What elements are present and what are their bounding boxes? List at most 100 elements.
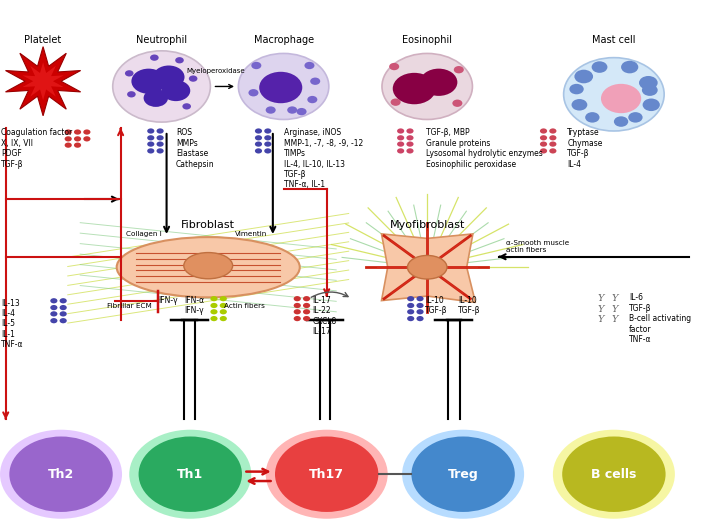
Text: Y: Y (597, 294, 605, 303)
Circle shape (540, 148, 547, 154)
Circle shape (248, 89, 258, 96)
Text: Collagen I: Collagen I (126, 231, 162, 237)
Circle shape (264, 141, 271, 147)
Circle shape (303, 309, 310, 314)
Circle shape (251, 62, 261, 69)
Circle shape (210, 296, 218, 301)
Circle shape (303, 316, 310, 321)
Text: ROS
MMPs
Elastase
Cathepsin: ROS MMPs Elastase Cathepsin (176, 128, 215, 169)
Text: IFN-α
IFN-γ: IFN-α IFN-γ (184, 296, 204, 315)
Circle shape (639, 76, 658, 90)
Circle shape (420, 69, 457, 96)
Circle shape (83, 129, 90, 135)
Circle shape (406, 135, 414, 140)
Circle shape (562, 436, 666, 512)
Circle shape (255, 128, 262, 134)
Text: IL-6
TGF-β
B-cell activating
factor
TNF-α: IL-6 TGF-β B-cell activating factor TNF-… (629, 293, 691, 344)
Circle shape (275, 436, 378, 512)
Text: Arginase, iNOS
MMP-1, -7, -8, -9, -12
TIMPs
IL-4, IL-10, IL-13
TGF-β
TNF-α, IL-1: Arginase, iNOS MMP-1, -7, -8, -9, -12 TI… (284, 128, 363, 189)
Circle shape (220, 316, 227, 321)
Circle shape (255, 141, 262, 147)
Circle shape (83, 136, 90, 141)
Text: IL-10
TGF-β: IL-10 TGF-β (425, 296, 447, 315)
Circle shape (574, 70, 593, 83)
Circle shape (393, 73, 436, 104)
Text: Myofibroblast: Myofibroblast (390, 220, 465, 230)
Circle shape (144, 89, 168, 107)
Text: Y: Y (597, 315, 605, 324)
Circle shape (407, 316, 414, 321)
Circle shape (572, 99, 587, 111)
Circle shape (147, 128, 154, 134)
Text: Actin fibers: Actin fibers (224, 303, 264, 309)
Circle shape (147, 148, 154, 154)
Text: Neutrophil: Neutrophil (136, 35, 187, 45)
Circle shape (259, 72, 302, 103)
Text: Vimentin: Vimentin (236, 231, 267, 237)
Circle shape (153, 66, 185, 89)
Text: TGF-β, MBP
Granule proteins
Lysosomal hydrolytic enzymes
Eosinophilic peroxidase: TGF-β, MBP Granule proteins Lysosomal hy… (426, 128, 543, 169)
Circle shape (264, 148, 271, 154)
Text: IL-13
IL-4
IL-5
IL-1
TNF-α: IL-13 IL-4 IL-5 IL-1 TNF-α (1, 299, 24, 350)
Text: α-Smooth muscle
actin fibers: α-Smooth muscle actin fibers (506, 240, 569, 253)
Circle shape (307, 96, 317, 103)
Circle shape (416, 296, 424, 301)
Circle shape (549, 148, 556, 154)
Circle shape (147, 141, 154, 147)
Circle shape (162, 80, 190, 101)
Text: Th17: Th17 (309, 468, 344, 481)
Circle shape (264, 135, 271, 140)
Circle shape (294, 296, 301, 301)
Circle shape (157, 141, 164, 147)
Text: Myeloperoxidase: Myeloperoxidase (186, 69, 245, 74)
Circle shape (564, 58, 664, 131)
Polygon shape (6, 47, 80, 116)
Circle shape (391, 99, 401, 106)
Circle shape (406, 128, 414, 134)
Circle shape (628, 112, 643, 123)
Circle shape (397, 141, 404, 147)
Ellipse shape (184, 253, 233, 279)
Circle shape (614, 116, 628, 127)
Text: Fibrillar ECM: Fibrillar ECM (107, 303, 151, 309)
Text: Y: Y (611, 294, 618, 303)
Circle shape (294, 316, 301, 321)
Circle shape (549, 128, 556, 134)
Circle shape (157, 128, 164, 134)
Circle shape (294, 303, 301, 308)
Circle shape (397, 135, 404, 140)
Circle shape (569, 84, 584, 94)
Circle shape (294, 309, 301, 314)
Text: Th1: Th1 (177, 468, 203, 481)
Circle shape (65, 129, 72, 135)
Circle shape (643, 99, 660, 111)
Circle shape (65, 143, 72, 148)
Circle shape (553, 430, 675, 519)
Text: Platelet: Platelet (24, 35, 62, 45)
Circle shape (549, 141, 556, 147)
Circle shape (50, 298, 57, 303)
Circle shape (210, 303, 218, 308)
Circle shape (452, 100, 462, 107)
Circle shape (621, 61, 638, 73)
Text: Treg: Treg (448, 468, 478, 481)
Circle shape (255, 148, 262, 154)
Circle shape (406, 148, 414, 154)
Text: Fibroblast: Fibroblast (181, 220, 236, 230)
Circle shape (220, 303, 227, 308)
Circle shape (389, 63, 399, 70)
Circle shape (266, 430, 388, 519)
Circle shape (60, 311, 67, 316)
Circle shape (287, 106, 297, 114)
Circle shape (406, 141, 414, 147)
Circle shape (113, 51, 210, 122)
Circle shape (127, 91, 136, 97)
Ellipse shape (408, 256, 447, 279)
Circle shape (454, 66, 464, 73)
Circle shape (310, 78, 320, 85)
Polygon shape (381, 234, 475, 302)
Circle shape (264, 128, 271, 134)
Circle shape (60, 318, 67, 323)
Circle shape (407, 309, 414, 314)
Circle shape (416, 303, 424, 308)
